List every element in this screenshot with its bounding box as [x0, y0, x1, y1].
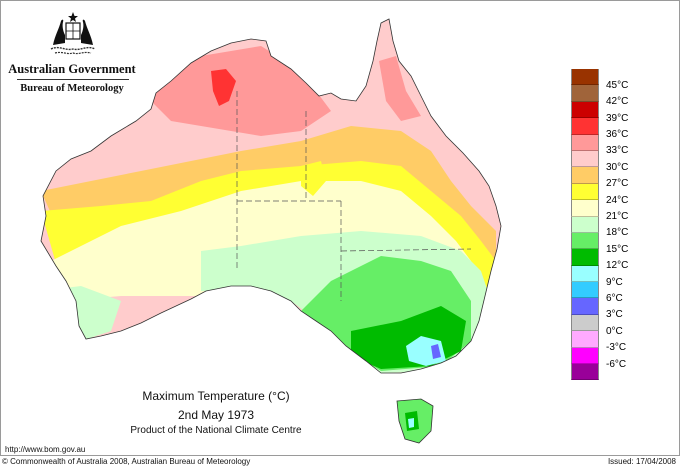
legend-label: 3°C — [606, 309, 623, 320]
map-product: Product of the National Climate Centre — [130, 425, 302, 436]
map-frame: Australian Government Bureau of Meteorol… — [0, 0, 680, 456]
legend-swatch — [571, 69, 599, 86]
map-title: Maximum Temperature (°C) — [142, 389, 290, 403]
legend-label: 15°C — [606, 244, 629, 255]
legend-swatch — [571, 298, 599, 315]
legend-swatch — [571, 282, 599, 299]
legend-swatch — [571, 150, 599, 168]
legend-label: 12°C — [606, 260, 629, 271]
legend-swatch — [571, 85, 599, 102]
legend-swatch — [571, 183, 599, 201]
legend-swatch — [571, 331, 599, 348]
legend-label: 33°C — [606, 145, 629, 156]
legend-label: 21°C — [606, 211, 629, 222]
legend-label: 0°C — [606, 326, 623, 337]
legend-swatch — [571, 265, 599, 283]
legend-swatch — [571, 118, 599, 135]
legend-label: 24°C — [606, 195, 629, 206]
divider — [17, 79, 129, 80]
legend-label: 39°C — [606, 113, 629, 124]
legend-label: -6°C — [606, 359, 627, 370]
legend-label: 6°C — [606, 293, 623, 304]
legend-swatch — [571, 216, 599, 233]
copyright: © Commonwealth of Australia 2008, Austra… — [2, 457, 251, 466]
temperature-legend — [571, 69, 599, 381]
map-date: 2nd May 1973 — [177, 408, 255, 422]
legend-label: 36°C — [606, 129, 629, 140]
legend-swatch — [571, 347, 599, 365]
agency-name: Bureau of Meteorology — [20, 83, 124, 94]
org-name: Australian Government — [8, 62, 136, 76]
map-caption: Maximum Temperature (°C) 2nd May 1973 Pr… — [101, 389, 331, 436]
legend-label: 9°C — [606, 277, 623, 288]
issued-date: Issued: 17/04/2008 — [607, 457, 676, 466]
legend-label: -3°C — [606, 342, 627, 353]
bom-logo: Australian Government Bureau of Meteorol… — [7, 7, 137, 97]
bom-url-link[interactable]: http://www.bom.gov.au — [5, 445, 86, 454]
legend-swatch — [571, 134, 599, 151]
legend-swatch — [571, 314, 599, 332]
legend-swatch — [571, 232, 599, 250]
coat-of-arms-icon — [50, 12, 96, 55]
legend-label: 27°C — [606, 178, 629, 189]
legend-swatch — [571, 200, 599, 217]
legend-swatch — [571, 249, 599, 266]
legend-label: 42°C — [606, 96, 629, 107]
australia-temperature-map — [40, 18, 502, 444]
legend-swatch — [571, 364, 599, 381]
legend-label: 30°C — [606, 162, 629, 173]
legend-label: 18°C — [606, 227, 629, 238]
legend-label: 45°C — [606, 80, 629, 91]
legend-swatch — [571, 101, 599, 119]
legend-swatch — [571, 167, 599, 184]
